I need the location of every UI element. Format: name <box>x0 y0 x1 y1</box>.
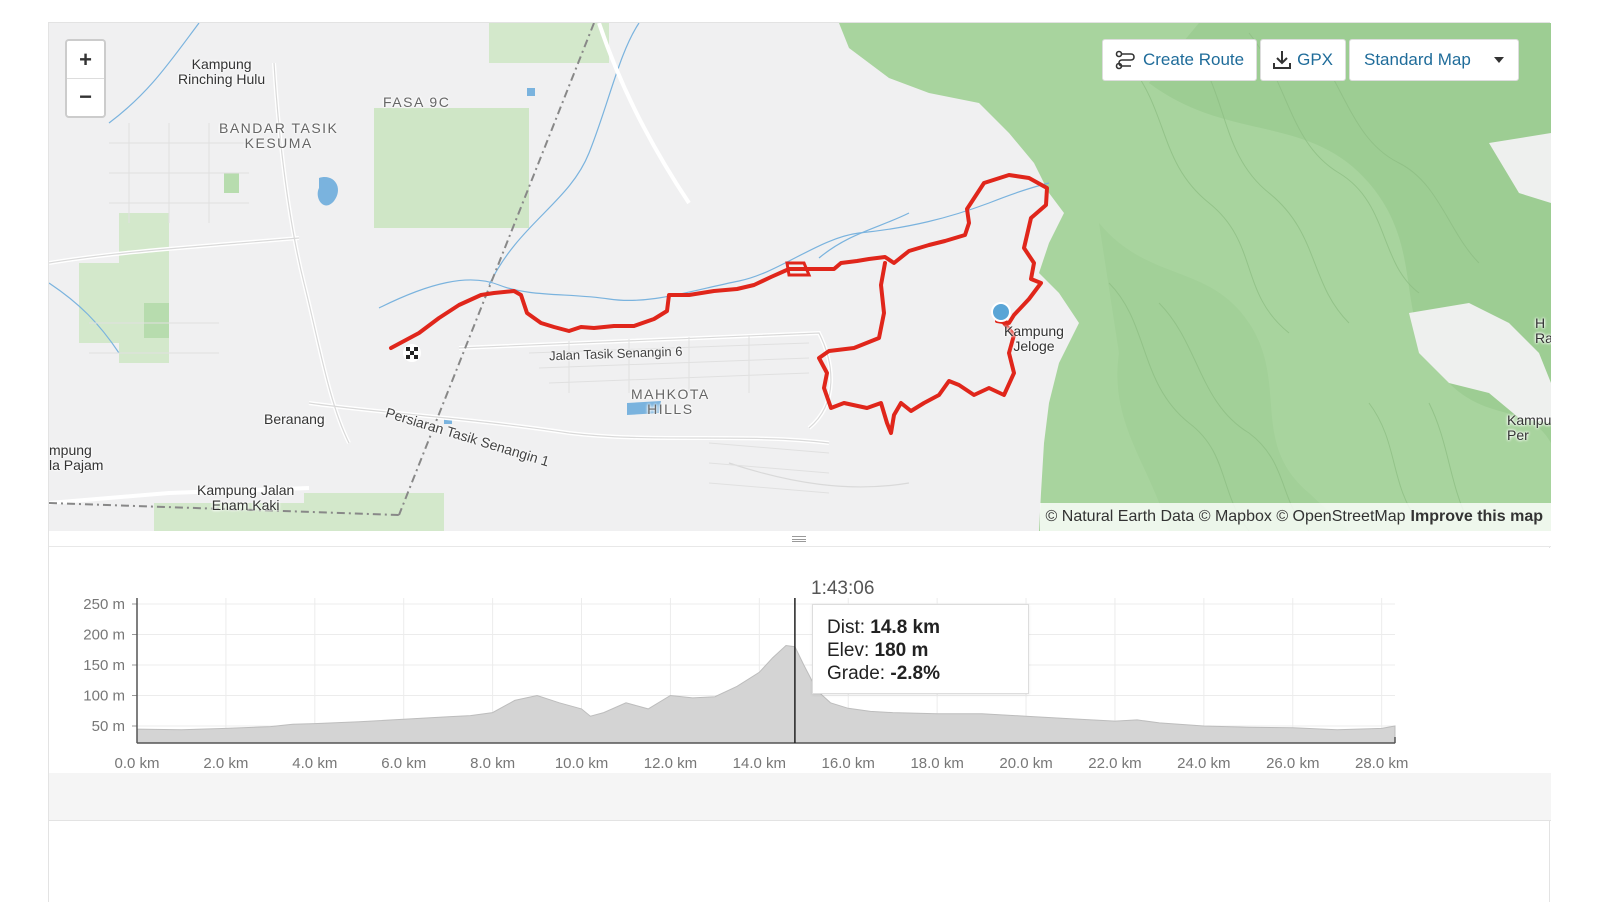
elevation-plot: 250 m 200 m 150 m 100 m 50 m 0.0 km 2.0 km 4.0 … <box>83 596 1408 772</box>
x-tick-label: 28.0 km <box>1355 755 1408 772</box>
clearing <box>1409 303 1551 423</box>
route-line <box>389 173 1049 350</box>
gpx-download-button[interactable]: GPX <box>1260 39 1346 81</box>
improve-map-link[interactable]: Improve this map <box>1410 508 1543 525</box>
elevation-tooltip: Dist: 14.8 km Elev: 180 m Grade: -2.8% <box>812 604 1029 694</box>
x-tick-label: 26.0 km <box>1266 755 1319 772</box>
activity-panel: Kampung Rinching Hulu FASA 9C BANDAR TASI… <box>48 22 1551 902</box>
place-label: Kampung Jalan Enam Kaki <box>197 482 295 513</box>
position-marker <box>991 302 1011 322</box>
place-label: Kampu Per <box>1507 412 1551 443</box>
district-label: FASA 9C <box>383 94 451 110</box>
attribution-text: © Natural Earth Data © Mapbox © OpenStre… <box>1045 508 1406 525</box>
elevation-area <box>136 644 1396 744</box>
district-label: MAHKOTA HILLS <box>631 386 710 417</box>
place-label: H Ra <box>1535 315 1551 346</box>
place-label: Kampung Jeloge <box>1004 323 1064 354</box>
map-toolbar: Create Route GPX Standard Map <box>1101 39 1519 81</box>
y-tick-label: 200 m <box>83 627 125 644</box>
route-map[interactable]: Kampung Rinching Hulu FASA 9C BANDAR TASI… <box>49 23 1551 531</box>
download-icon <box>1273 51 1292 69</box>
x-tick-label: 6.0 km <box>381 755 426 772</box>
create-route-button[interactable]: Create Route <box>1101 39 1258 81</box>
gpx-label: GPX <box>1297 50 1333 69</box>
grip-icon <box>792 536 806 542</box>
x-tick-label: 16.0 km <box>822 755 875 772</box>
x-tick-label: 20.0 km <box>999 755 1052 772</box>
stream-panel <box>49 773 1551 821</box>
zoom-in-button[interactable]: + <box>67 41 104 78</box>
x-tick-label: 12.0 km <box>644 755 697 772</box>
elevation-chart[interactable]: 250 m 200 m 150 m 100 m 50 m 0.0 km 2.0 km 4.0 … <box>49 548 1551 773</box>
x-tick-label: 4.0 km <box>292 755 337 772</box>
map-style-select[interactable]: Standard Map <box>1349 39 1519 81</box>
cursor-time: 1:43:06 <box>811 578 875 599</box>
x-tick-label: 22.0 km <box>1088 755 1141 772</box>
clearing <box>1489 133 1551 203</box>
x-tick-label: 0.0 km <box>114 755 159 772</box>
x-tick-label: 10.0 km <box>555 755 608 772</box>
y-tick-label: 150 m <box>83 657 125 674</box>
zoom-control: + − <box>65 39 106 118</box>
tooltip-elev: Elev: 180 m <box>827 640 929 661</box>
place-label: Beranang <box>264 411 325 427</box>
x-tick-label: 2.0 km <box>203 755 248 772</box>
y-tick-label: 250 m <box>83 596 125 613</box>
place-label: mpung la Pajam <box>49 442 104 473</box>
place-label: Kampung Rinching Hulu <box>178 56 266 87</box>
create-route-label: Create Route <box>1142 50 1245 69</box>
district-label: BANDAR TASIK KESUMA <box>219 120 339 151</box>
map-style-label: Standard Map <box>1364 50 1471 69</box>
x-tick-label: 8.0 km <box>470 755 515 772</box>
y-tick-label: 50 m <box>92 718 125 735</box>
map-attribution: © Natural Earth Data © Mapbox © OpenStre… <box>1039 503 1551 531</box>
map-base <box>49 23 1551 531</box>
route-icon <box>1115 50 1135 70</box>
x-tick-label: 14.0 km <box>733 755 786 772</box>
x-tick-label: 18.0 km <box>910 755 963 772</box>
route-loop <box>817 261 1016 435</box>
x-tick-label: 24.0 km <box>1177 755 1230 772</box>
zoom-out-button[interactable]: − <box>67 78 104 115</box>
tooltip-dist: Dist: 14.8 km <box>827 617 941 638</box>
finish-flag-icon <box>403 344 421 362</box>
y-tick-label: 100 m <box>83 688 125 705</box>
caret-down-icon <box>1494 57 1504 63</box>
resize-handle[interactable] <box>49 531 1551 547</box>
tooltip-grade: Grade: -2.8% <box>827 663 941 684</box>
